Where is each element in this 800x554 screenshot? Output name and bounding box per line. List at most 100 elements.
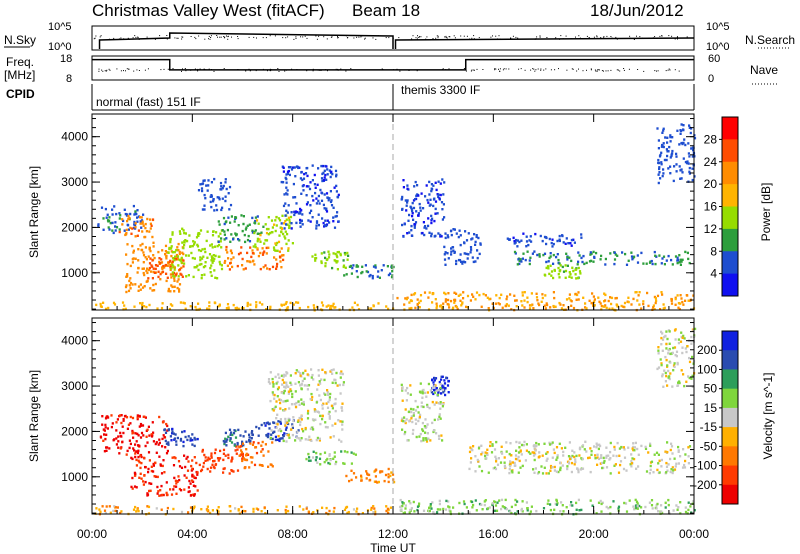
nsearch-dot [127, 37, 129, 39]
range-cell [354, 453, 357, 456]
range-cell [446, 234, 449, 237]
nave-dot [571, 68, 573, 70]
range-cell [402, 179, 405, 182]
range-cell [659, 153, 662, 157]
range-cell [532, 468, 535, 471]
nsearch-dot [318, 35, 320, 37]
range-cell [401, 428, 404, 431]
range-cell [264, 443, 267, 446]
nave-dot [350, 68, 352, 70]
range-cell [576, 467, 579, 470]
range-cell [678, 308, 681, 311]
range-cell [422, 509, 426, 512]
range-cell [659, 358, 662, 361]
range-cell [171, 432, 174, 435]
range-cell [134, 210, 137, 213]
range-cell [623, 456, 627, 459]
range-cell [325, 258, 328, 262]
range-cell [424, 225, 427, 228]
range-cell [550, 241, 553, 245]
range-cell [331, 304, 334, 308]
range-cell [515, 299, 518, 302]
range-cell [122, 308, 125, 311]
range-cell [459, 243, 462, 247]
range-cell [523, 299, 526, 302]
range-cell [428, 193, 431, 196]
range-cell [318, 394, 321, 397]
range-cell [299, 416, 303, 419]
range-cell [457, 258, 461, 262]
range-cell [499, 461, 503, 464]
range-cell [416, 505, 420, 508]
range-cell [478, 445, 481, 449]
range-cell [235, 452, 238, 455]
range-cell [173, 485, 176, 488]
range-cell [655, 451, 659, 454]
range-cell [234, 449, 237, 452]
range-cell [660, 343, 663, 346]
range-cell [280, 230, 283, 233]
range-cell [254, 229, 257, 232]
freq-line [92, 58, 694, 71]
range-cell [458, 229, 461, 232]
range-cell [188, 234, 191, 237]
range-cell [225, 307, 228, 310]
range-cell [444, 263, 447, 266]
range-cell [689, 505, 692, 508]
range-cell [288, 226, 291, 229]
range-cell [411, 234, 414, 237]
range-cell [288, 436, 291, 439]
range-cell [265, 227, 269, 231]
range-cell [407, 410, 410, 413]
range-cell [423, 226, 426, 229]
nave-dot [284, 70, 286, 72]
range-cell [427, 224, 430, 228]
range-cell [332, 510, 335, 513]
range-cell [141, 220, 144, 223]
range-cell [139, 222, 142, 225]
range-cell [223, 222, 226, 226]
range-cell [614, 253, 617, 256]
range-cell [644, 445, 647, 449]
range-cell [195, 266, 198, 269]
range-cell [640, 506, 643, 509]
range-cell [237, 238, 240, 241]
range-cell [601, 501, 604, 504]
range-cell [326, 457, 329, 461]
range-cell [374, 266, 377, 269]
nave-dot [147, 68, 149, 70]
range-cell [668, 330, 671, 333]
range-cell [412, 428, 415, 432]
scatter-region-13 [400, 382, 445, 443]
range-cell [545, 452, 548, 455]
range-cell [428, 231, 431, 234]
range-cell [307, 219, 310, 222]
range-cell [131, 227, 134, 230]
range-cell [240, 445, 243, 448]
range-cell [625, 510, 629, 513]
range-cell [299, 210, 302, 213]
range-cell [658, 471, 661, 474]
range-cell [666, 154, 669, 158]
range-cell [261, 303, 264, 306]
range-cell [539, 234, 542, 238]
range-cell [204, 456, 207, 459]
nsearch-dot [231, 36, 232, 38]
range-cell [233, 444, 236, 447]
range-cell [439, 407, 442, 410]
range-cell [134, 227, 137, 230]
range-cell [135, 450, 138, 453]
range-cell [633, 508, 636, 511]
range-cell [421, 396, 424, 399]
range-cell [179, 259, 182, 262]
range-cell [536, 253, 539, 257]
nsearch-dot [654, 36, 656, 38]
range-cell [160, 472, 164, 475]
range-cell [568, 256, 571, 259]
range-cell [212, 200, 215, 203]
range-cell [435, 401, 438, 404]
range-cell [102, 428, 105, 431]
nsky-label: N.Sky [4, 33, 36, 47]
range-cell [462, 291, 465, 294]
range-cell [547, 267, 550, 270]
